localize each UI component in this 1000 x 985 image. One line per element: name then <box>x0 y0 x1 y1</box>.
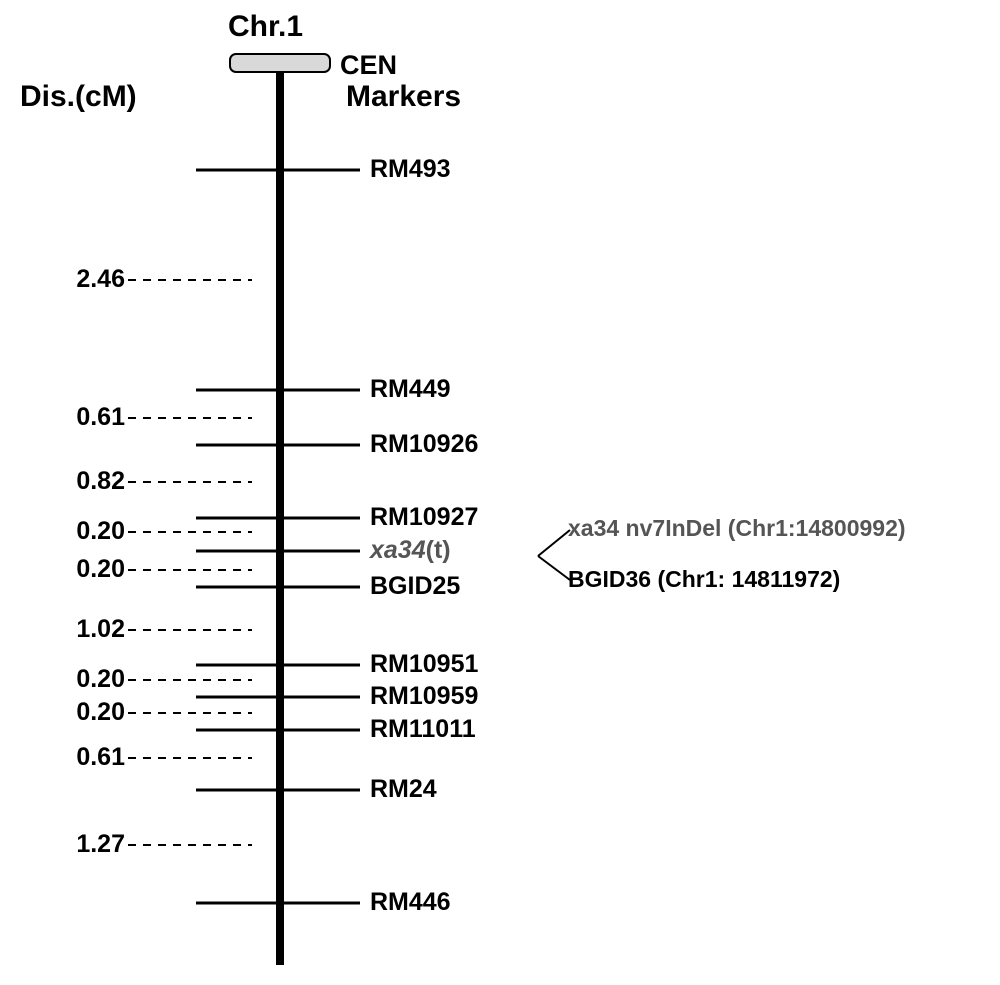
distance-label-9: 1.27 <box>48 830 125 859</box>
marker-label-RM10927: RM10927 <box>370 503 478 532</box>
distance-label-8: 0.61 <box>48 743 125 772</box>
marker-label-RM11011: RM11011 <box>370 715 476 744</box>
distance-label-1: 0.61 <box>48 403 125 432</box>
distance-label-3: 0.20 <box>48 517 125 546</box>
distance-label-0: 2.46 <box>48 265 125 294</box>
marker-label-RM446: RM446 <box>370 888 451 917</box>
marker-label-RM449: RM449 <box>370 375 451 404</box>
callout-label-0: xa34 nv7InDel (Chr1:14800992) <box>568 515 906 542</box>
callout-label-1: BGID36 (Chr1: 14811972) <box>568 566 840 593</box>
marker-label-BGID25: BGID25 <box>370 572 460 601</box>
marker-label-RM10926: RM10926 <box>370 430 478 459</box>
marker-label-RM493: RM493 <box>370 155 451 184</box>
marker-label-xa34(t): xa34(t) <box>370 536 451 565</box>
marker-label-RM10959: RM10959 <box>370 682 478 711</box>
marker-label-RM10951: RM10951 <box>370 650 478 679</box>
distance-label-6: 0.20 <box>48 665 125 694</box>
distance-label-2: 0.82 <box>48 467 125 496</box>
distance-label-7: 0.20 <box>48 698 125 727</box>
distance-label-5: 1.02 <box>48 615 125 644</box>
genetic-map-stage: Chr.1 CEN Dis.(cM) Markers RM493RM449RM1… <box>0 0 1000 985</box>
distance-label-4: 0.20 <box>48 555 125 584</box>
map-svg <box>0 0 1000 985</box>
marker-label-RM24: RM24 <box>370 775 437 804</box>
